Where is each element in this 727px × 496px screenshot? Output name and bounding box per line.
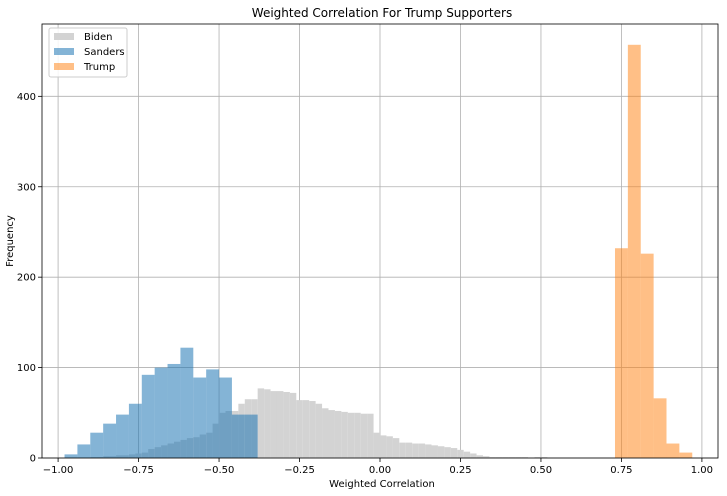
- biden-bar: [412, 443, 419, 458]
- sanders-bar: [231, 414, 245, 458]
- sanders-bar: [206, 369, 220, 458]
- y-tick-label: 300: [17, 182, 36, 193]
- sanders-bar: [77, 444, 91, 458]
- x-tick-label: −0.75: [123, 465, 154, 476]
- biden-bar: [264, 389, 271, 458]
- biden-bar: [476, 455, 484, 458]
- series-sanders: [64, 347, 258, 458]
- biden-bar: [328, 410, 335, 458]
- biden-bar: [515, 457, 522, 458]
- biden-bar: [315, 403, 323, 458]
- biden-bar: [270, 391, 277, 458]
- biden-bar: [405, 442, 413, 458]
- series-trump: [614, 44, 693, 458]
- biden-bar: [418, 443, 426, 458]
- sanders-bar: [193, 377, 207, 458]
- biden-bar: [347, 412, 355, 458]
- sanders-bar: [90, 432, 104, 458]
- biden-bar: [392, 438, 400, 458]
- chart-title: Weighted Correlation For Trump Supporter…: [252, 6, 512, 20]
- legend-label-biden: Biden: [84, 32, 112, 43]
- biden-bar: [470, 453, 477, 458]
- x-tick-label: −0.25: [284, 465, 315, 476]
- sanders-bar: [244, 414, 258, 458]
- biden-bar: [437, 446, 445, 458]
- biden-bar: [283, 391, 290, 458]
- biden-bar: [534, 457, 541, 458]
- trump-bar: [679, 452, 693, 458]
- biden-bar: [360, 413, 368, 458]
- y-tick-label: 0: [30, 454, 36, 465]
- biden-bar: [386, 436, 393, 458]
- y-tick-label: 200: [17, 273, 36, 284]
- y-tick-label: 100: [17, 363, 36, 374]
- biden-bar: [489, 457, 496, 458]
- biden-bar: [399, 442, 406, 458]
- sanders-bar: [167, 363, 181, 458]
- legend-swatch-biden: [54, 33, 74, 40]
- biden-bar: [463, 451, 471, 458]
- trump-bar: [614, 248, 628, 458]
- biden-bar: [373, 432, 380, 458]
- biden-bar: [276, 391, 284, 458]
- x-axis-label: Weighted Correlation: [329, 479, 435, 490]
- legend-swatch-sanders: [54, 48, 74, 55]
- x-tick-label: 0.75: [610, 465, 632, 476]
- y-tick-label: 400: [17, 92, 36, 103]
- biden-bar: [380, 435, 387, 458]
- biden-bar: [354, 412, 361, 458]
- legend-swatch-trump: [54, 63, 74, 70]
- biden-bar: [450, 448, 458, 458]
- y-axis-label: Frequency: [5, 215, 16, 267]
- bars-layer: [64, 44, 693, 458]
- legend-label-sanders: Sanders: [84, 47, 125, 58]
- sanders-bar: [154, 367, 168, 458]
- x-tick-label: −0.50: [204, 465, 235, 476]
- biden-bar: [502, 457, 509, 458]
- biden-bar: [367, 413, 374, 458]
- biden-bar: [341, 411, 348, 458]
- biden-bar: [483, 456, 490, 458]
- biden-bar: [444, 447, 451, 458]
- biden-bar: [495, 457, 503, 458]
- biden-bar: [334, 410, 342, 458]
- biden-bar: [296, 400, 303, 458]
- x-tick-label: 1.00: [691, 465, 713, 476]
- ticks-layer: −1.00 −0.75 −0.50 −0.25 0.00 0.25 0.50 0.75 1.00…: [17, 92, 713, 476]
- legend-label-trump: Trump: [83, 62, 115, 73]
- sanders-bar: [103, 423, 117, 458]
- trump-bar: [666, 443, 680, 458]
- x-tick-label: 0.50: [530, 465, 552, 476]
- sanders-bar: [128, 403, 142, 458]
- trump-bar: [640, 253, 654, 458]
- sanders-bar: [141, 374, 155, 458]
- sanders-bar: [180, 347, 194, 458]
- biden-bar: [457, 449, 464, 458]
- biden-bar: [540, 457, 548, 458]
- biden-bar: [322, 408, 329, 458]
- x-tick-label: 0.00: [369, 465, 391, 476]
- trump-bar: [653, 398, 667, 458]
- biden-bar: [257, 388, 265, 458]
- biden-bar: [431, 445, 438, 458]
- sanders-bar: [219, 377, 232, 458]
- legend: Biden Sanders Trump: [48, 27, 128, 78]
- biden-bar: [521, 457, 529, 458]
- x-tick-label: −1.00: [43, 465, 74, 476]
- biden-bar: [309, 401, 316, 458]
- sanders-bar: [116, 414, 129, 458]
- trump-bar: [627, 44, 641, 458]
- biden-bar: [302, 400, 310, 458]
- x-tick-label: 0.25: [449, 465, 471, 476]
- biden-bar: [425, 444, 432, 458]
- biden-bar: [508, 457, 516, 458]
- biden-bar: [289, 392, 297, 458]
- sanders-bar: [64, 454, 78, 458]
